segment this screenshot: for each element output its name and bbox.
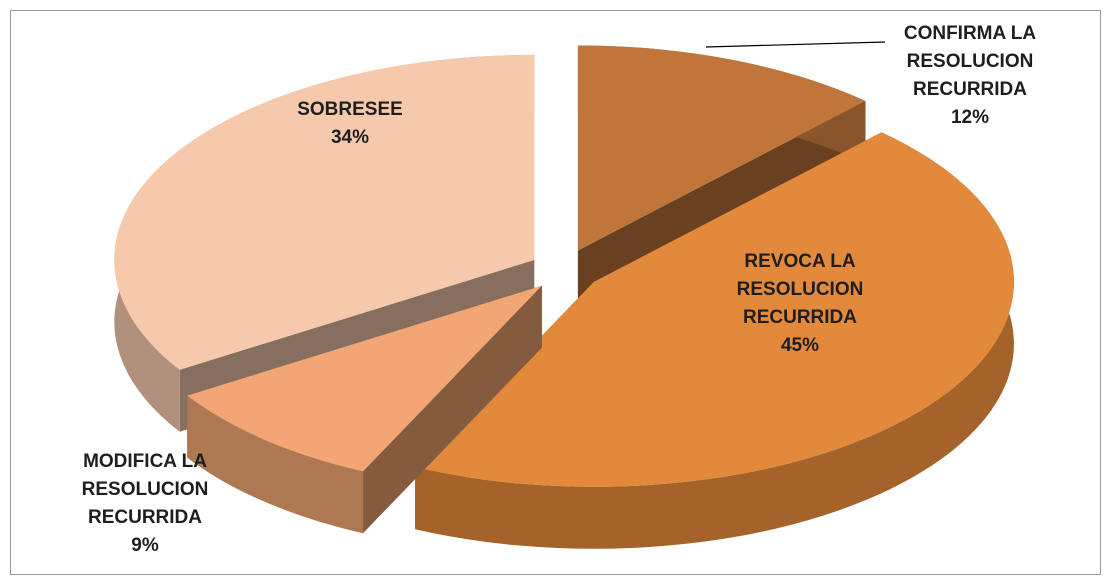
- slice-rim: [187, 395, 364, 534]
- slice-top: [187, 285, 542, 472]
- slice-top: [577, 45, 866, 251]
- value-label: 34%: [330, 127, 370, 148]
- value-label: 9%: [131, 535, 159, 556]
- slice-top: [415, 132, 1014, 487]
- data-label: SOBRESEE 34%: [250, 96, 450, 152]
- category-label: SOBRESEE: [297, 99, 403, 120]
- category-label: CONFIRMA LA RESOLUCION RECURRIDA: [903, 23, 1037, 100]
- leader-line: [705, 41, 886, 48]
- slice-rim: [415, 132, 1014, 549]
- category-label: MODIFICA LA RESOLUCION RECURRIDA: [81, 451, 209, 528]
- slice-top: [114, 54, 535, 370]
- data-label: CONFIRMA LA RESOLUCION RECURRIDA 12%: [870, 20, 1070, 132]
- data-label: MODIFICA LA RESOLUCION RECURRIDA 9%: [45, 448, 245, 560]
- category-label: REVOCA LA RESOLUCION RECURRIDA: [736, 251, 864, 328]
- slice: [415, 132, 1014, 549]
- slice: [187, 285, 542, 534]
- chart-frame: [10, 10, 1101, 575]
- value-label: 45%: [780, 335, 820, 356]
- data-label: REVOCA LA RESOLUCION RECURRIDA 45%: [700, 248, 900, 360]
- value-label: 12%: [950, 107, 990, 128]
